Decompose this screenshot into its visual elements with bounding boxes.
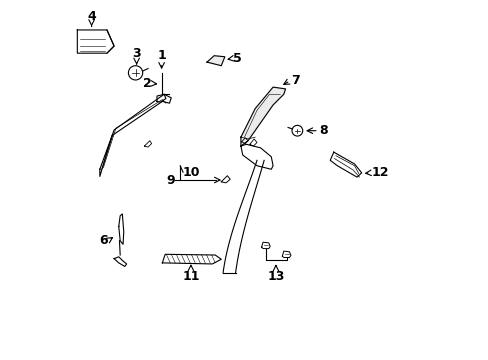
Text: 8: 8 bbox=[319, 124, 327, 137]
Text: 6: 6 bbox=[99, 234, 108, 247]
Text: 4: 4 bbox=[87, 10, 96, 23]
Text: 2: 2 bbox=[142, 77, 151, 90]
Text: 11: 11 bbox=[182, 270, 199, 283]
Text: 12: 12 bbox=[370, 166, 388, 179]
Polygon shape bbox=[206, 56, 224, 66]
Text: 13: 13 bbox=[267, 270, 284, 283]
Polygon shape bbox=[241, 87, 285, 146]
Text: 7: 7 bbox=[290, 74, 299, 87]
Text: 9: 9 bbox=[166, 174, 175, 186]
Text: 3: 3 bbox=[132, 47, 141, 60]
Text: 5: 5 bbox=[233, 52, 242, 65]
Text: 1: 1 bbox=[157, 49, 165, 62]
Text: 10: 10 bbox=[183, 166, 200, 179]
